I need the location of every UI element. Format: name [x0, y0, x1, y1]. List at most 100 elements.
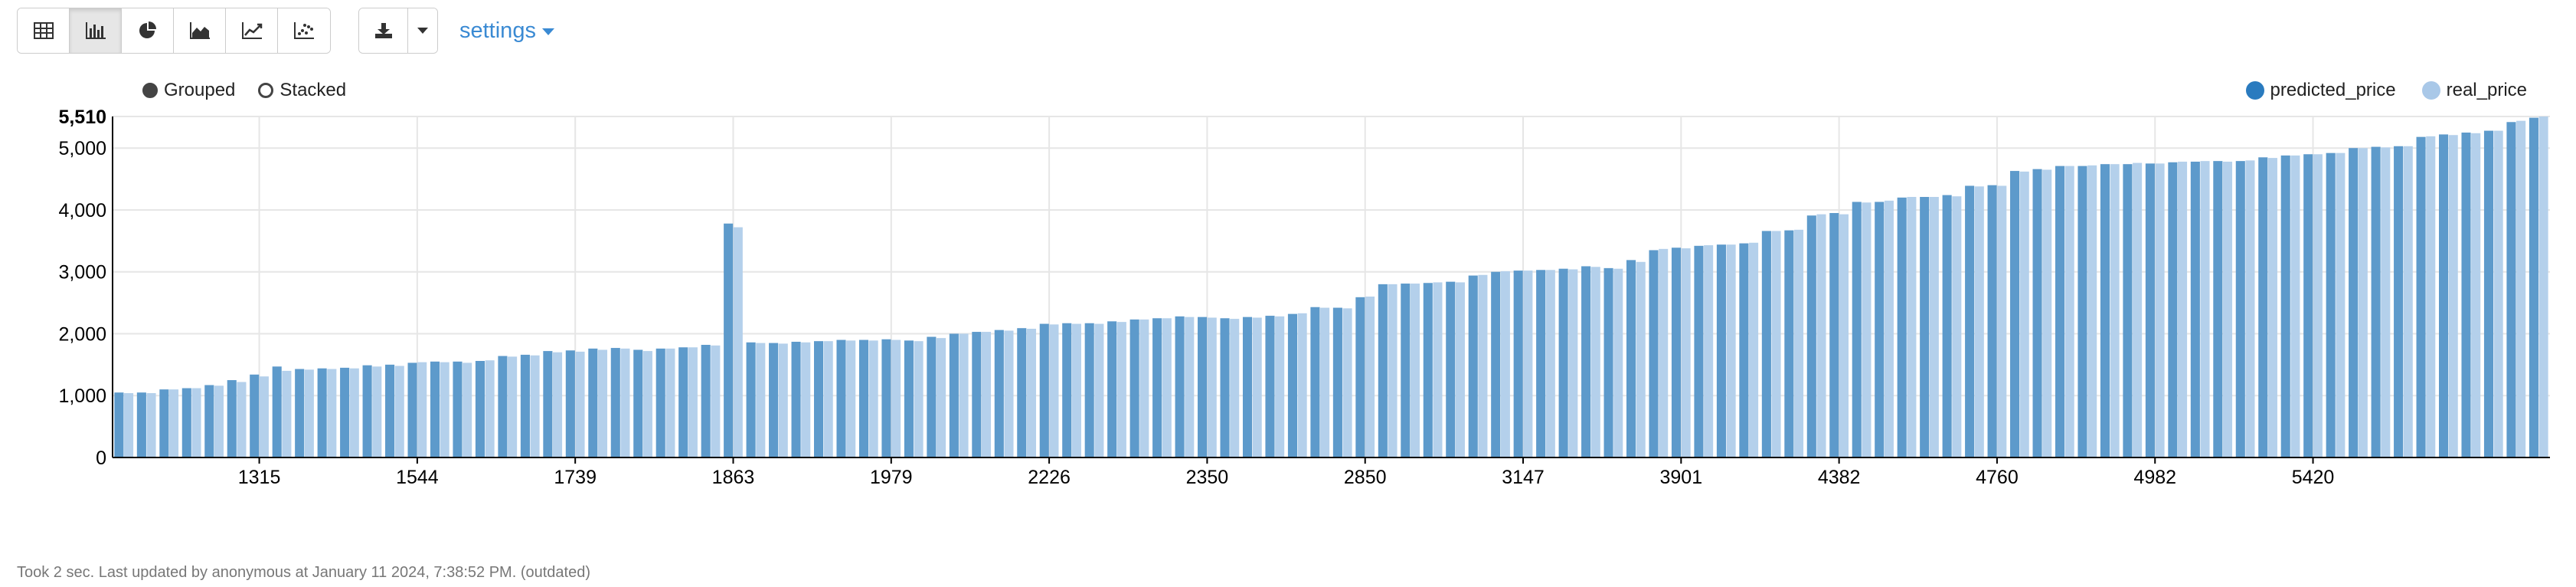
- bar-real_price: [1681, 248, 1691, 457]
- bar-predicted_price: [1287, 313, 1297, 457]
- stacked-option[interactable]: Stacked: [258, 80, 346, 101]
- bar-real_price: [665, 348, 675, 457]
- bar-real_price: [2471, 133, 2481, 458]
- scatter-chart-view-button[interactable]: [278, 8, 330, 53]
- bar-predicted_price: [1739, 243, 1749, 457]
- stacked-radio[interactable]: [258, 83, 274, 98]
- bar-real_price: [349, 368, 359, 457]
- bar-real_price: [1455, 282, 1465, 457]
- bar-predicted_price: [994, 330, 1004, 457]
- bar-real_price: [1049, 324, 1059, 457]
- bar-real_price: [440, 362, 449, 457]
- legend-swatch-predicted-price: [2245, 81, 2264, 100]
- bar-predicted_price: [1242, 316, 1253, 457]
- bar-real_price: [914, 341, 924, 457]
- grouped-label: Grouped: [164, 80, 236, 100]
- legend-item-real-price[interactable]: real_price: [2421, 80, 2527, 101]
- bar-real_price: [1162, 318, 1172, 457]
- bar-real_price: [1297, 313, 1307, 457]
- bar-predicted_price: [250, 374, 260, 457]
- bar-real_price: [846, 340, 856, 457]
- bar-predicted_price: [655, 348, 665, 457]
- bar-real_price: [1636, 261, 1646, 457]
- bar-real_price: [1523, 271, 1533, 457]
- bar-predicted_price: [2235, 161, 2245, 458]
- bar-real_price: [1500, 271, 1510, 457]
- bar-predicted_price: [610, 348, 620, 457]
- bar-real_price: [2336, 152, 2346, 458]
- bar-real_price: [1704, 244, 1714, 457]
- bar-real_price: [1365, 297, 1375, 457]
- bar-real_price: [981, 332, 992, 457]
- bar-real_price: [1320, 307, 1330, 457]
- bar-predicted_price: [2326, 152, 2336, 458]
- bar-real_price: [2042, 169, 2052, 457]
- bar-predicted_price: [2258, 157, 2268, 457]
- area-chart-view-button[interactable]: [174, 8, 226, 53]
- bar-real_price: [2064, 166, 2074, 457]
- bar-predicted_price: [1062, 323, 1072, 457]
- bar-real_price: [463, 362, 472, 457]
- bar-predicted_price: [813, 341, 824, 457]
- bar-real_price: [1816, 214, 1826, 457]
- bar-predicted_price: [1987, 185, 1997, 457]
- chart-legend: predicted_price real_price: [2220, 80, 2527, 101]
- bar-real_price: [1388, 284, 1398, 457]
- bar-predicted_price: [904, 340, 914, 457]
- bar-predicted_price: [1897, 197, 1907, 457]
- legend-item-predicted-price[interactable]: predicted_price: [2245, 80, 2396, 101]
- bar-predicted_price: [1581, 266, 1591, 457]
- grouped-option[interactable]: Grouped: [142, 80, 235, 101]
- bar-real_price: [2222, 161, 2233, 458]
- bar-predicted_price: [1694, 245, 1704, 457]
- settings-dropdown[interactable]: settings: [459, 18, 554, 44]
- bar-real_price: [1342, 308, 1352, 457]
- bar-real_price: [1839, 214, 1849, 457]
- bar-real_price: [2087, 165, 2097, 457]
- table-view-button[interactable]: [18, 8, 70, 53]
- bar-real_price: [1230, 319, 1240, 457]
- legend-label-predicted-price: predicted_price: [2270, 80, 2396, 100]
- bar-real_price: [1252, 317, 1262, 457]
- bar-predicted_price: [2055, 166, 2065, 457]
- x-tick-label: 4382: [1818, 467, 1861, 488]
- bar-chart-view-button[interactable]: [70, 8, 122, 53]
- bar-predicted_price: [1829, 212, 1839, 457]
- x-tick-label: 2226: [1028, 467, 1071, 488]
- download-button[interactable]: [359, 8, 408, 53]
- area-chart-icon: [189, 22, 210, 39]
- bar-real_price: [168, 389, 179, 457]
- bar-real_price: [2313, 154, 2323, 458]
- bar-real_price: [2403, 146, 2413, 458]
- download-options-button[interactable]: [408, 8, 437, 53]
- bar-predicted_price: [1942, 195, 1952, 457]
- grouped-radio[interactable]: [142, 83, 158, 98]
- bar-predicted_price: [1355, 297, 1365, 457]
- bar-predicted_price: [2010, 171, 2020, 457]
- bar-predicted_price: [136, 392, 146, 457]
- bar-predicted_price: [2213, 161, 2223, 458]
- bar-predicted_price: [858, 339, 869, 457]
- line-chart-view-button[interactable]: [226, 8, 278, 53]
- bar-real_price: [2448, 135, 2458, 457]
- table-icon: [33, 22, 54, 39]
- bar-predicted_price: [407, 362, 417, 457]
- bar-predicted_price: [114, 392, 124, 457]
- bar-predicted_price: [1603, 267, 1613, 457]
- bar-real_price: [1275, 316, 1285, 457]
- bar-real_price: [1862, 202, 1872, 457]
- bar-predicted_price: [2438, 134, 2449, 457]
- x-tick-label: 3901: [1660, 467, 1703, 488]
- bar-predicted_price: [295, 369, 305, 457]
- bar-predicted_price: [972, 332, 982, 457]
- bar-predicted_price: [1491, 271, 1501, 457]
- stacked-label: Stacked: [280, 80, 347, 100]
- pie-chart-view-button[interactable]: [122, 8, 174, 53]
- bar-real_price: [146, 393, 156, 457]
- bar-predicted_price: [2416, 136, 2426, 457]
- bar-real_price: [2200, 161, 2210, 458]
- bar-predicted_price: [1626, 260, 1636, 457]
- download-icon: [374, 23, 392, 38]
- bar-real_price: [868, 340, 878, 457]
- bar-predicted_price: [181, 388, 191, 457]
